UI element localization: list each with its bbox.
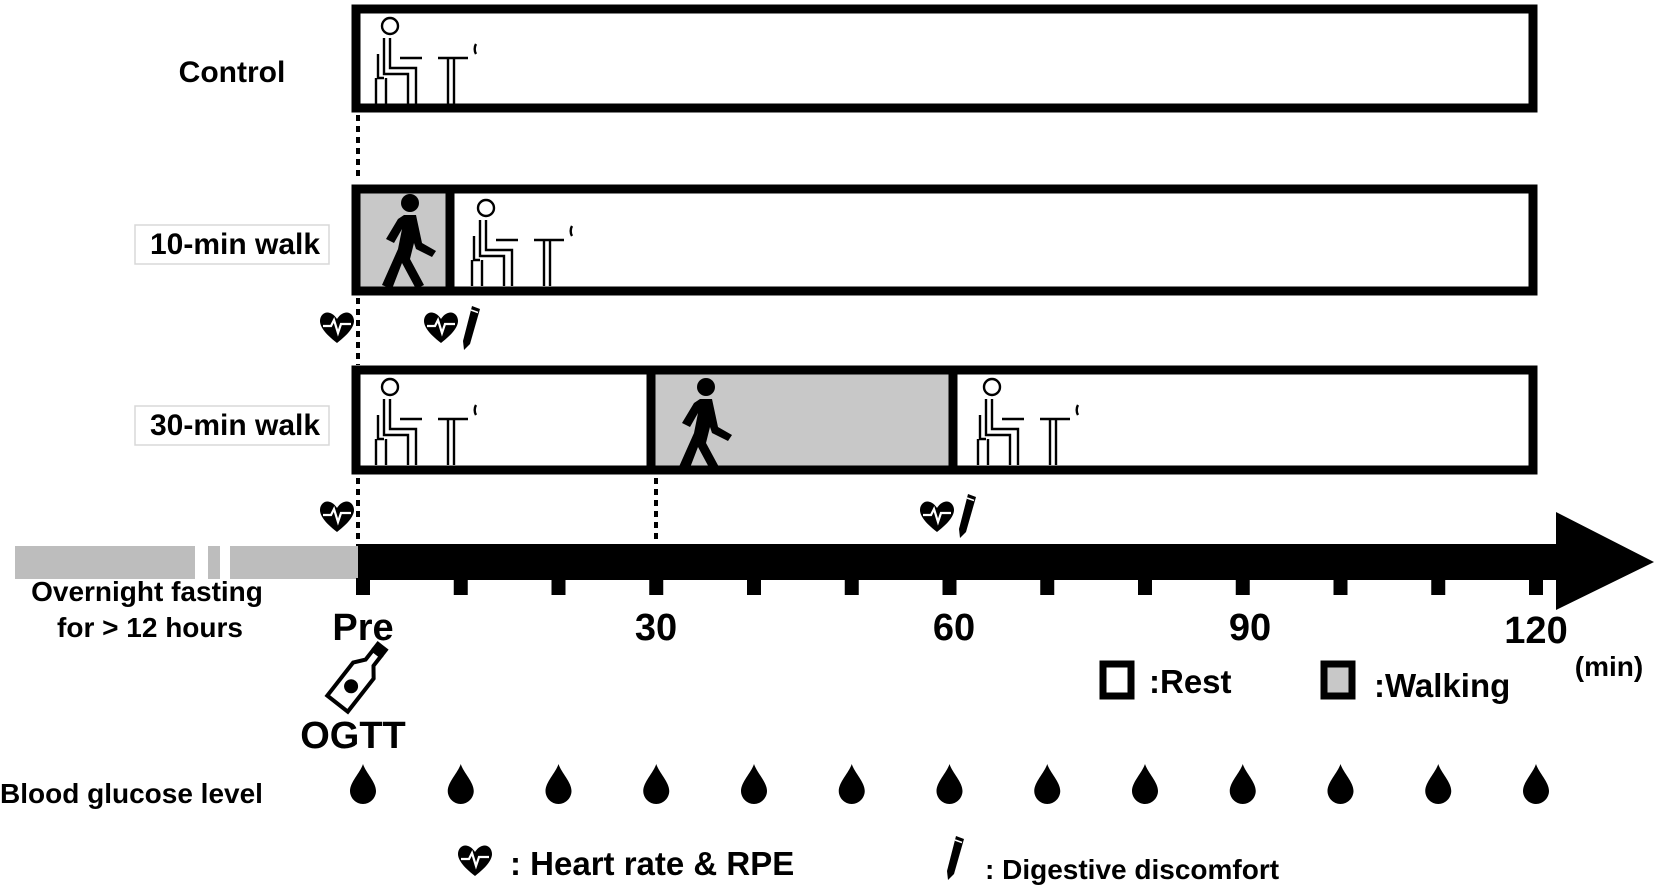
timeline-arrow — [358, 512, 1654, 610]
timeline-tick-120 — [1529, 578, 1543, 595]
legend-walking-swatch — [1320, 660, 1356, 700]
blood-drop-icon — [545, 764, 572, 804]
timeline-tick-80 — [1138, 578, 1152, 595]
fasting-bar-2 — [208, 546, 220, 579]
timeline-tick-50 — [844, 578, 859, 595]
row-label-10min-walk: 10-min walk — [150, 228, 320, 261]
timeline-tick-20 — [551, 578, 566, 595]
legend-walking-label: :Walking — [1374, 667, 1510, 704]
blood-drop-icon — [1523, 764, 1549, 804]
blood-drop-icon — [936, 764, 963, 804]
legend-pencil-label: : Digestive discomfort — [985, 854, 1279, 885]
timeline-ticks — [356, 578, 1543, 595]
blood-drop-icon — [1327, 764, 1354, 804]
fasting-bar-3 — [230, 546, 358, 579]
fasting-bar-1 — [15, 546, 195, 579]
pencil-icon — [946, 835, 965, 881]
blood-drop-icon — [643, 764, 670, 804]
blood-glucose-label: Blood glucose level — [0, 778, 263, 809]
glucose-bottle-icon — [324, 641, 389, 715]
timeline-tick-40 — [747, 578, 761, 595]
blood-drop-icon — [350, 764, 376, 804]
timeline-tick-110 — [1431, 578, 1446, 595]
legend-rest-swatch — [1099, 660, 1135, 700]
tick-label-pre: Pre — [332, 607, 393, 649]
tick-label-90: 90 — [1229, 607, 1271, 649]
legend-rest-label: :Rest — [1149, 663, 1232, 700]
blood-glucose-drops — [350, 764, 1549, 804]
row-label-box-30min — [134, 405, 330, 446]
heart-rate-icon — [318, 500, 356, 534]
heart-rate-icon — [918, 500, 956, 534]
legend-heart-label: : Heart rate & RPE — [510, 845, 794, 882]
tick-label-30: 30 — [635, 607, 677, 649]
tick-label-60: 60 — [933, 607, 975, 649]
walk30-walking-box — [646, 365, 958, 475]
heart-rate-icon — [318, 311, 356, 345]
tick-label-120: 120 — [1504, 610, 1567, 652]
blood-drop-icon — [1034, 764, 1061, 804]
pencil-icon — [958, 493, 977, 539]
walk10-rest-box — [445, 184, 1538, 296]
unit-label: (min) — [1575, 651, 1643, 682]
timeline-tick-60 — [942, 578, 957, 595]
ogtt-label: OGTT — [300, 715, 406, 757]
timeline-tick-70 — [1040, 578, 1055, 595]
blood-drop-icon — [447, 764, 474, 804]
row-label-30min-walk: 30-min walk — [150, 409, 320, 442]
timeline-tick-100 — [1333, 578, 1348, 595]
heart-rate-icon — [456, 844, 494, 878]
blood-drop-icon — [1425, 764, 1452, 804]
row-label-control: Control — [179, 56, 286, 89]
blood-drop-icon — [1132, 764, 1158, 804]
fasting-label-line2: for > 12 hours — [57, 612, 243, 643]
heart-rate-icon — [422, 311, 460, 345]
timeline-tick-10 — [453, 578, 468, 595]
fasting-label-line1: Overnight fasting — [31, 576, 263, 607]
timeline-tick-30 — [649, 578, 664, 595]
blood-drop-icon — [741, 764, 767, 804]
control-rest-box — [351, 4, 1538, 113]
timeline-tick-90 — [1235, 578, 1250, 595]
timeline-tick-0 — [356, 578, 370, 595]
pencil-icon — [462, 305, 481, 351]
blood-drop-icon — [838, 764, 865, 804]
row-label-box-10min — [134, 224, 330, 265]
blood-drop-icon — [1229, 764, 1256, 804]
